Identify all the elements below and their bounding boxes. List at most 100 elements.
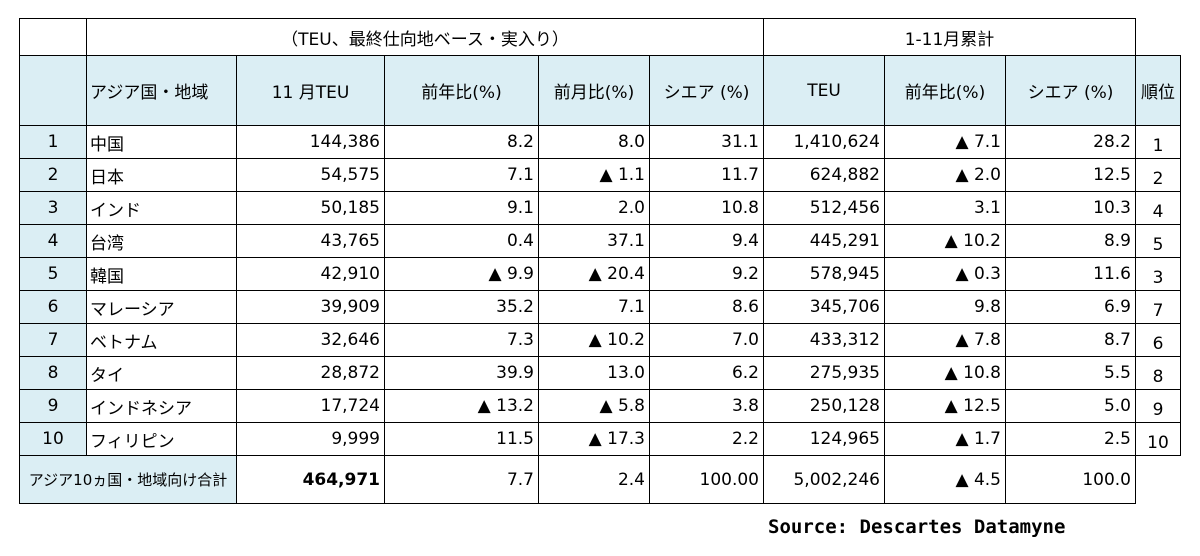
header-cum-yoy: 前年比(%) (884, 55, 1006, 126)
yoy-value: 9.1 (384, 191, 539, 225)
cum-teu-value: 345,706 (763, 290, 885, 324)
cum-share-value: 8.7 (1005, 323, 1136, 357)
region-name: マレーシア (86, 290, 237, 324)
share-value: 9.4 (649, 224, 764, 258)
region-name: インドネシア (86, 389, 237, 423)
teu-table: （TEU、最終仕向地ベース・実入り） 1-11月累計 アジア国・地域 11 月T… (19, 18, 1181, 504)
cum-share-value: 5.5 (1005, 356, 1136, 390)
table-row: 9 インドネシア 17,724 ▲ 13.2 ▲ 5.8 3.8 250,128 ▲ 12.5… (19, 389, 1181, 423)
cum-share-value: 28.2 (1005, 125, 1136, 159)
row-number: 6 (19, 290, 87, 324)
corner-cell (19, 18, 87, 56)
share-value: 2.2 (649, 422, 764, 456)
mom-value: 8.0 (538, 125, 650, 159)
mom-value: ▲ 10.2 (538, 323, 650, 357)
row-number: 8 (19, 356, 87, 390)
mom-value: ▲ 1.1 (538, 158, 650, 192)
header-month-teu: 11 月TEU (236, 55, 385, 126)
share-value: 8.6 (649, 290, 764, 324)
row-number: 2 (19, 158, 87, 192)
month-teu-value: 144,386 (236, 125, 385, 159)
region-name: 中国 (86, 125, 237, 159)
cum-teu-value: 578,945 (763, 257, 885, 291)
region-name: 韓国 (86, 257, 237, 291)
yoy-value: 8.2 (384, 125, 539, 159)
row-number: 3 (19, 191, 87, 225)
mom-value: ▲ 17.3 (538, 422, 650, 456)
rank-value: 1 (1135, 125, 1181, 159)
total-label: アジア10ヵ国・地域向け合計 (19, 455, 237, 504)
cum-yoy-value: 3.1 (884, 191, 1006, 225)
row-number: 5 (19, 257, 87, 291)
cum-teu-value: 624,882 (763, 158, 885, 192)
cum-teu-value: 433,312 (763, 323, 885, 357)
region-name: ベトナム (86, 323, 237, 357)
mom-value: ▲ 20.4 (538, 257, 650, 291)
total-cum-teu: 5,002,246 (763, 455, 885, 504)
rank-value: 5 (1135, 224, 1181, 258)
cum-share-value: 5.0 (1005, 389, 1136, 423)
month-teu-value: 32,646 (236, 323, 385, 357)
mom-value: 13.0 (538, 356, 650, 390)
cum-share-value: 12.5 (1005, 158, 1136, 192)
table-row: 7 ベトナム 32,646 7.3 ▲ 10.2 7.0 433,312 ▲ 7.8 8.7 6 (19, 323, 1181, 357)
rank-value: 10 (1135, 422, 1181, 456)
month-teu-value: 42,910 (236, 257, 385, 291)
cum-yoy-value: ▲ 0.3 (884, 257, 1006, 291)
share-value: 9.2 (649, 257, 764, 291)
header-yoy: 前年比(%) (384, 55, 539, 126)
cum-share-value: 2.5 (1005, 422, 1136, 456)
month-teu-value: 17,724 (236, 389, 385, 423)
month-teu-value: 9,999 (236, 422, 385, 456)
share-value: 6.2 (649, 356, 764, 390)
cum-teu-value: 445,291 (763, 224, 885, 258)
rank-value: 2 (1135, 158, 1181, 192)
rank-value: 6 (1135, 323, 1181, 357)
share-value: 7.0 (649, 323, 764, 357)
cum-yoy-value: 9.8 (884, 290, 1006, 324)
table-row: 1 中国 144,386 8.2 8.0 31.1 1,410,624 ▲ 7.1 28.2 1 (19, 125, 1181, 159)
table-row: 2 日本 54,575 7.1 ▲ 1.1 11.7 624,882 ▲ 2.0 12.5 2 (19, 158, 1181, 192)
total-share: 100.00 (649, 455, 764, 504)
mom-value: ▲ 5.8 (538, 389, 650, 423)
rank-value: 9 (1135, 389, 1181, 423)
header-mom: 前月比(%) (538, 55, 650, 126)
cum-share-value: 8.9 (1005, 224, 1136, 258)
total-mom: 2.4 (538, 455, 650, 504)
yoy-value: 35.2 (384, 290, 539, 324)
row-number: 9 (19, 389, 87, 423)
share-value: 3.8 (649, 389, 764, 423)
mom-value: 2.0 (538, 191, 650, 225)
region-name: インド (86, 191, 237, 225)
cum-share-value: 10.3 (1005, 191, 1136, 225)
table-row: 6 マレーシア 39,909 35.2 7.1 8.6 345,706 9.8 6.9 7 (19, 290, 1181, 324)
total-month-teu: 464,971 (236, 455, 385, 504)
region-name: フィリピン (86, 422, 237, 456)
cum-teu-value: 512,456 (763, 191, 885, 225)
cumulative-caption: 1-11月累計 (763, 18, 1136, 56)
source-credit: Source: Descartes Datamyne (768, 516, 1066, 538)
column-header-row: アジア国・地域 11 月TEU 前年比(%) 前月比(%) シエア (%) TE… (19, 55, 1181, 126)
cum-teu-value: 124,965 (763, 422, 885, 456)
cum-teu-value: 1,410,624 (763, 125, 885, 159)
total-cum-share: 100.0 (1005, 455, 1136, 504)
cum-share-value: 11.6 (1005, 257, 1136, 291)
total-cum-yoy: ▲ 4.5 (884, 455, 1006, 504)
share-value: 11.7 (649, 158, 764, 192)
header-share: シエア (%) (649, 55, 764, 126)
region-name: タイ (86, 356, 237, 390)
rank-value: 4 (1135, 191, 1181, 225)
cum-yoy-value: ▲ 10.2 (884, 224, 1006, 258)
row-number: 4 (19, 224, 87, 258)
header-rank: 順位 (1135, 55, 1181, 126)
month-teu-value: 28,872 (236, 356, 385, 390)
yoy-value: 11.5 (384, 422, 539, 456)
cum-yoy-value: ▲ 2.0 (884, 158, 1006, 192)
yoy-value: 7.3 (384, 323, 539, 357)
caption-row: （TEU、最終仕向地ベース・実入り） 1-11月累計 (19, 18, 1181, 56)
header-cum-teu: TEU (763, 55, 885, 126)
region-name: 台湾 (86, 224, 237, 258)
mom-value: 37.1 (538, 224, 650, 258)
rank-value: 3 (1135, 257, 1181, 291)
cum-teu-value: 250,128 (763, 389, 885, 423)
